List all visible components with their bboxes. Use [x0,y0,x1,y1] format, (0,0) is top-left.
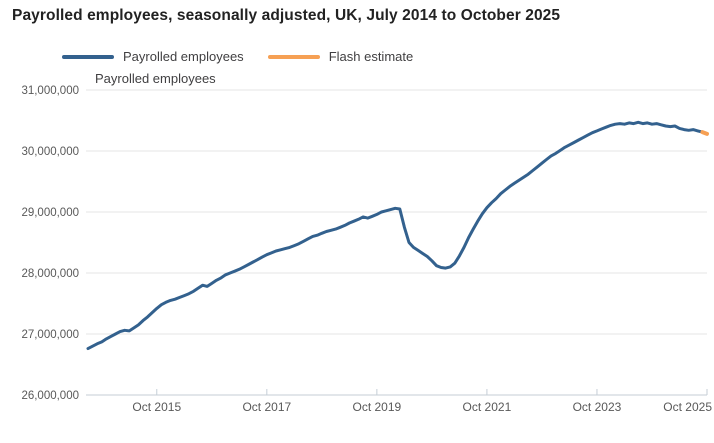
x-axis-labels: Oct 2015 Oct 2017 Oct 2019 Oct 2021 Oct 2023… [132,400,712,414]
y-tick-label: 31,000,000 [21,85,79,97]
y-tick-label: 26,000,000 [21,390,79,402]
y-tick-label: 27,000,000 [21,329,79,341]
x-tick-label: Oct 2025 [663,400,712,414]
x-tick-label: Oct 2017 [242,400,291,414]
y-tick-label: 28,000,000 [21,268,79,280]
x-tick-label: Oct 2019 [353,400,402,414]
flash-estimate-line [700,130,709,136]
chart-title: Payrolled employees, seasonally adjusted… [12,7,561,24]
legend-item-payrolled-employees[interactable]: Payrolled employees [62,49,244,64]
legend-label-flash-estimate: Flash estimate [328,49,414,64]
series-lines [86,120,709,351]
payrolled-line-swatch [62,54,114,59]
y-tick-label: 29,000,000 [21,207,79,219]
legend-label-payrolled-employees: Payrolled employees [123,49,244,64]
legend-item-flash-estimate[interactable]: Flash estimate [267,49,414,64]
x-tick-label: Oct 2023 [573,400,622,414]
payrolled-employees-line [86,120,704,351]
chart-svg[interactable]: Payrolled employees 31,000,000 30,000,000… [0,68,714,443]
x-tick-label: Oct 2015 [132,400,181,414]
x-axis [156,389,708,395]
y-axis-labels: 31,000,000 30,000,000 29,000,000 28,000,000… [21,85,79,402]
y-axis-title: Payrolled employees [95,71,216,86]
flash-line-swatch [267,54,320,59]
legend: Payrolled employees Flash estimate [62,49,413,64]
y-tick-label: 30,000,000 [21,146,79,158]
gridlines [86,89,707,396]
x-tick-label: Oct 2021 [463,400,512,414]
